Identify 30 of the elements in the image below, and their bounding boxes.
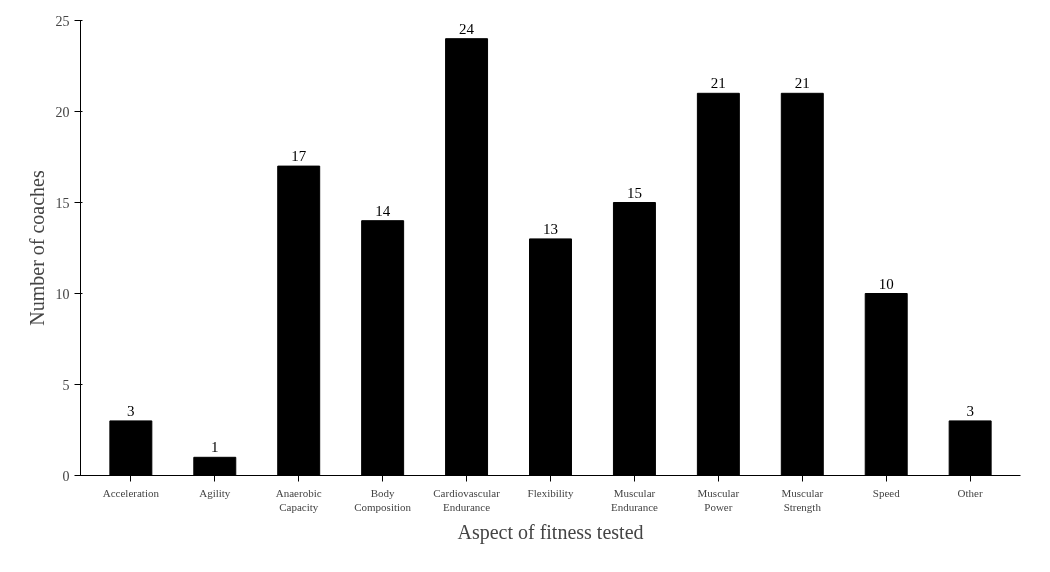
x-axis-title: Aspect of fitness tested	[457, 520, 644, 544]
data-label: 17	[291, 148, 307, 165]
data-label: 3	[127, 402, 135, 419]
data-label: 21	[710, 75, 726, 92]
y-tick-label: 10	[55, 286, 70, 302]
data-label: 15	[626, 184, 642, 201]
x-tick-label: Acceleration	[102, 486, 160, 499]
x-tick-label: Anaerobic Capacity	[275, 486, 322, 513]
data-label: 13	[543, 220, 558, 237]
data-label: 21	[794, 75, 810, 92]
data-label: 1	[211, 439, 219, 456]
y-tick-label: 5	[62, 377, 70, 393]
x-tick-label: Muscular Power	[697, 486, 740, 513]
y-tick-label: 15	[55, 195, 70, 211]
x-tick-label: Agility	[199, 486, 231, 499]
x-tick-label: Flexibility	[527, 486, 574, 499]
x-tick-label: Muscular Strength	[781, 486, 824, 513]
data-label: 10	[878, 275, 894, 292]
x-tick-label: Muscular Endurance	[610, 486, 659, 513]
y-tick-label: 20	[55, 104, 70, 120]
data-label: 14	[375, 202, 391, 219]
y-tick-label: 25	[55, 13, 70, 29]
x-tick-label: Cardiovascular Endurance	[433, 486, 501, 513]
y-axis-title: Number of coaches	[25, 170, 48, 326]
x-tick-label: Other	[957, 486, 983, 499]
x-tick-label: Speed	[872, 486, 901, 499]
data-label: 24	[459, 20, 475, 37]
y-tick-label: 0	[62, 468, 70, 484]
data-label: 3	[966, 402, 974, 419]
x-tick-label: Body Composition	[354, 486, 412, 513]
